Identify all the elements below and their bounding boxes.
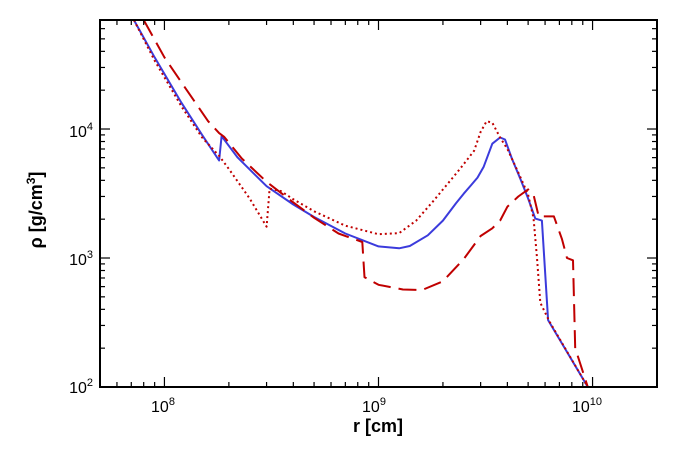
x-tick-label: 108 bbox=[151, 396, 175, 416]
x-tick-label: 109 bbox=[362, 396, 386, 416]
series-line-dashed bbox=[142, 20, 589, 387]
x-tick-label: 1010 bbox=[572, 396, 602, 416]
y-tick-label: 103 bbox=[69, 249, 93, 269]
y-tick-labels: 102 103 104 bbox=[69, 121, 93, 397]
plot-frame bbox=[99, 19, 658, 388]
series-layer bbox=[133, 20, 589, 387]
series-line-dotted bbox=[133, 20, 589, 387]
x-axis-label: r [cm] bbox=[353, 416, 403, 436]
series-line-solid bbox=[133, 20, 589, 387]
y-axis-label: ρ [g/cm3] bbox=[24, 172, 46, 249]
y-tick-label: 104 bbox=[69, 121, 93, 141]
x-tick-labels: 108 109 1010 bbox=[151, 396, 602, 416]
y-tick-label: 102 bbox=[69, 377, 93, 397]
